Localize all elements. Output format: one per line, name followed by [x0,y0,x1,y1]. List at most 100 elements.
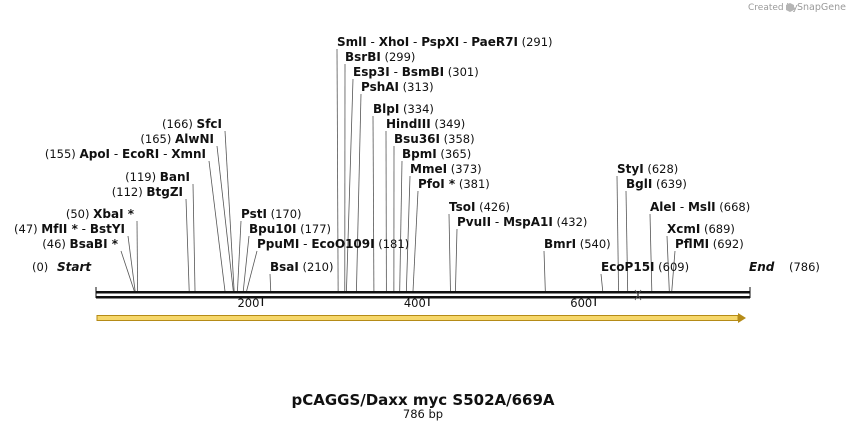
site-pflmi-name: PflMI [675,237,709,251]
site-smli-xhoi-pspxi-paer7i-name: XhoI [379,35,410,49]
site-bpu10i-position: (177) [296,222,331,236]
site-apoi-ecori-xmni-label[interactable]: (155) ApoI - EcoRI - XmnI [45,147,206,161]
site-smli-xhoi-pspxi-paer7i-name: PspXI [421,35,459,49]
site-mfii-bstyi-name: BstYI [90,222,125,236]
site-bsu36i-name: Bsu36I [394,132,440,146]
site-bgli-label[interactable]: BglI (639) [626,177,687,191]
site-smli-xhoi-pspxi-paer7i-label[interactable]: SmlI - XhoI - PspXI - PaeR7I (291) [337,35,553,49]
site-esp3i-bsmbi-label[interactable]: Esp3I - BsmBI (301) [353,65,479,79]
site-sfci-position: (166) [162,117,197,131]
site-bpmi-label[interactable]: BpmI (365) [402,147,471,161]
site-blpi-name: BlpI [373,102,399,116]
site-esp3i-bsmbi-position: (301) [444,65,479,79]
site-alei-msli-label[interactable]: AleI - MslI (668) [650,200,750,214]
site-sfci-leader [224,130,235,292]
site-pfoi-position: (381) [455,177,490,191]
ruler-tick-label-200: 200 [237,296,259,310]
site-bmri-label[interactable]: BmrI (540) [544,237,611,251]
site-sfci-name: SfcI [197,117,222,131]
site-alwni-name: AlwNI [175,132,214,146]
end-text: End [749,260,775,274]
site-bsrbi-label[interactable]: BsrBI (299) [345,50,415,64]
ruler-ticks: 200 400 600 [237,296,596,310]
site-bsabi-label[interactable]: (46) BsaBI * [42,237,118,251]
site-alwni-label[interactable]: (165) AlwNI [140,132,214,146]
site-bsrbi-position: (299) [381,50,416,64]
site-apoi-ecori-xmni-separator: - [110,147,122,161]
site-btgzi-leader [185,198,190,292]
site-labels: SmlI - XhoI - PspXI - PaeR7I (291)BsrBI … [14,35,820,274]
site-ecop15i-name: EcoP15I [601,260,655,274]
snapgene-logo-icon [786,3,794,12]
ruler-tick-label-400: 400 [404,296,426,310]
sequence-backbone [95,287,751,301]
site-smli-xhoi-pspxi-paer7i-separator: - [409,35,421,49]
site-xbai-position: (50) [66,207,93,221]
site-leaders [120,48,676,292]
credit-brand: SnapGene [797,2,846,13]
site-mfii-bstyi-label[interactable]: (47) MfII * - BstYI [14,222,125,236]
site-bani-label[interactable]: (119) BanI [125,170,190,184]
site-styi-leader [616,175,619,292]
feature-arrow [96,313,746,323]
site-esp3i-bsmbi-separator: - [390,65,402,79]
site-bsu36i-label[interactable]: Bsu36I (358) [394,132,475,146]
site-ecop15i-leader [600,273,604,292]
site-ppumi-ecoo109i-label[interactable]: PpuMI - EcoO109I (181) [257,237,409,251]
site-mmei-label[interactable]: MmeI (373) [410,162,482,176]
site-tsoi-name: TsoI [449,200,475,214]
site-pflmi-position: (692) [709,237,744,251]
site-psti-label[interactable]: PstI (170) [241,207,302,221]
site-tsoi-leader [448,213,451,292]
site-xcmi-name: XcmI [667,222,700,236]
site-bpmi-position: (365) [437,147,472,161]
end-position: (786) [789,260,820,274]
site-pvuii-mspa1i-label[interactable]: PvuII - MspA1I (432) [457,215,587,229]
site-bmri-leader [543,250,546,292]
site-pfoi-leader [412,190,419,292]
site-alei-msli-position: (668) [716,200,751,214]
site-pflmi-leader [671,250,676,292]
site-bpu10i-name: Bpu10I [249,222,296,236]
site-alei-msli-name: AleI [650,200,676,214]
site-apoi-ecori-xmni-name: XmnI [171,147,206,161]
site-bani-leader [192,183,196,292]
site-ppumi-ecoo109i-position: (181) [375,237,410,251]
site-btgzi-name: BtgZI [146,185,183,199]
site-mfii-bstyi-name: MfII * [41,222,78,236]
site-xbai-name: XbaI * [93,207,135,221]
site-blpi-position: (334) [399,102,434,116]
site-alei-msli-leader [649,213,653,292]
site-esp3i-bsmbi-name: BsmBI [402,65,444,79]
site-bsai-label[interactable]: BsaI (210) [270,260,333,274]
site-pfoi-label[interactable]: PfoI * (381) [418,177,490,191]
site-bani-position: (119) [125,170,160,184]
site-mmei-position: (373) [447,162,482,176]
site-mfii-bstyi-separator: - [78,222,90,236]
site-xbai-label[interactable]: (50) XbaI * [66,207,135,221]
site-ecop15i-label[interactable]: EcoP15I (609) [601,260,689,274]
site-hindiii-label[interactable]: HindIII (349) [386,117,465,131]
site-pflmi-label[interactable]: PflMI (692) [675,237,744,251]
site-apoi-ecori-xmni-leader [208,160,226,292]
site-pvuii-mspa1i-separator: - [491,215,503,229]
site-btgzi-label[interactable]: (112) BtgZI [112,185,183,199]
site-pshai-name: PshAI [361,80,399,94]
site-blpi-label[interactable]: BlpI (334) [373,102,434,116]
site-ppumi-ecoo109i-name: EcoO109I [311,237,374,251]
site-ppumi-ecoo109i-leader [246,250,258,292]
site-tsoi-label[interactable]: TsoI (426) [449,200,510,214]
site-xcmi-label[interactable]: XcmI (689) [667,222,735,236]
site-bpu10i-label[interactable]: Bpu10I (177) [249,222,331,236]
site-tsoi-position: (426) [475,200,510,214]
site-alei-msli-name: MslI [688,200,716,214]
site-bsabi-leader [120,250,135,292]
site-pshai-leader [356,93,362,292]
site-styi-label[interactable]: StyI (628) [617,162,678,176]
site-smli-xhoi-pspxi-paer7i-separator: - [367,35,379,49]
site-sfci-label[interactable]: (166) SfcI [162,117,222,131]
site-apoi-ecori-xmni-name: ApoI [79,147,110,161]
site-bmri-position: (540) [576,237,611,251]
site-pshai-label[interactable]: PshAI (313) [361,80,434,94]
